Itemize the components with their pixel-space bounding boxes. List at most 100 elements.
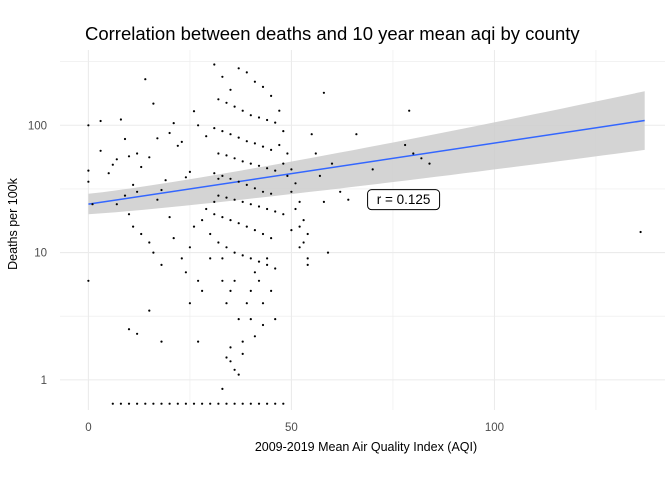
data-point — [136, 190, 139, 193]
data-point — [201, 402, 204, 405]
data-point — [318, 174, 321, 177]
data-point — [217, 402, 220, 405]
x-tick-label: 50 — [285, 422, 298, 434]
data-point — [237, 318, 240, 321]
data-point — [221, 387, 224, 390]
data-point — [201, 219, 204, 222]
data-point — [144, 402, 147, 405]
data-point — [160, 340, 163, 343]
data-point — [245, 71, 248, 74]
data-point — [261, 302, 265, 305]
x-axis-title: 2009-2019 Mean Air Quality Index (AQI) — [255, 440, 477, 454]
data-point — [298, 200, 301, 203]
data-point — [209, 232, 212, 236]
annotation-text: r = 0.125 — [377, 192, 431, 207]
data-point — [99, 149, 102, 152]
data-point — [355, 133, 358, 136]
data-point — [237, 373, 240, 376]
data-point — [253, 271, 256, 274]
data-point — [249, 289, 252, 292]
data-point — [172, 237, 175, 240]
data-point — [225, 402, 228, 405]
data-point — [253, 80, 256, 83]
data-point — [266, 263, 269, 266]
data-point — [140, 232, 143, 236]
data-point — [241, 402, 244, 405]
data-point — [87, 169, 90, 172]
data-point — [298, 225, 301, 228]
data-point — [639, 230, 642, 234]
data-point — [221, 174, 224, 177]
data-point — [270, 192, 273, 195]
data-point — [184, 402, 187, 405]
data-point — [249, 402, 252, 405]
data-point — [156, 198, 159, 201]
data-point — [192, 402, 196, 405]
data-point — [107, 172, 110, 175]
x-axis-ticks: 0 50 100 — [85, 422, 504, 434]
data-point — [152, 402, 155, 405]
data-point — [278, 143, 281, 147]
data-point — [111, 402, 114, 405]
data-point — [221, 279, 224, 282]
data-point — [408, 109, 411, 112]
data-point — [197, 340, 200, 343]
data-point — [156, 137, 159, 140]
data-point — [197, 124, 200, 127]
y-tick-label: 10 — [34, 248, 47, 260]
data-point — [290, 229, 293, 232]
data-point — [192, 110, 196, 113]
data-point — [266, 207, 269, 211]
data-point — [412, 152, 415, 155]
data-point — [148, 156, 151, 159]
data-point — [241, 160, 244, 163]
data-point — [257, 116, 261, 119]
data-point — [115, 158, 118, 161]
data-point — [282, 130, 285, 133]
data-point — [282, 213, 285, 216]
data-point — [180, 140, 183, 143]
data-point — [266, 167, 269, 170]
data-point — [233, 198, 236, 201]
data-point — [136, 402, 139, 405]
data-point — [233, 279, 236, 282]
data-point — [229, 219, 232, 222]
data-point — [140, 165, 143, 169]
data-point — [132, 183, 135, 186]
data-point — [261, 190, 265, 193]
data-point — [87, 124, 90, 127]
data-point — [233, 157, 236, 160]
data-point — [233, 368, 236, 371]
data-point — [184, 176, 187, 179]
data-point — [229, 133, 232, 136]
data-point — [213, 213, 216, 216]
data-point — [229, 346, 232, 349]
data-point — [221, 257, 224, 260]
data-point — [233, 105, 236, 108]
data-point — [160, 263, 163, 266]
data-point — [253, 142, 256, 145]
data-point — [127, 213, 131, 216]
data-point — [237, 222, 240, 225]
data-points — [87, 63, 642, 405]
data-point — [225, 356, 228, 359]
data-point — [213, 172, 216, 175]
data-point — [245, 302, 248, 305]
data-point — [217, 152, 220, 155]
data-point — [306, 232, 309, 236]
data-point — [339, 190, 342, 193]
data-point — [217, 194, 220, 197]
data-point — [160, 188, 163, 192]
confidence-band — [88, 91, 645, 215]
data-point — [221, 216, 224, 219]
data-point — [160, 402, 163, 405]
data-point — [261, 323, 265, 327]
data-point — [152, 251, 155, 254]
data-point — [270, 148, 273, 151]
data-point — [201, 289, 204, 292]
data-point — [205, 135, 208, 138]
minor-gridlines — [60, 50, 665, 410]
data-point — [229, 177, 232, 180]
data-point — [225, 246, 228, 249]
